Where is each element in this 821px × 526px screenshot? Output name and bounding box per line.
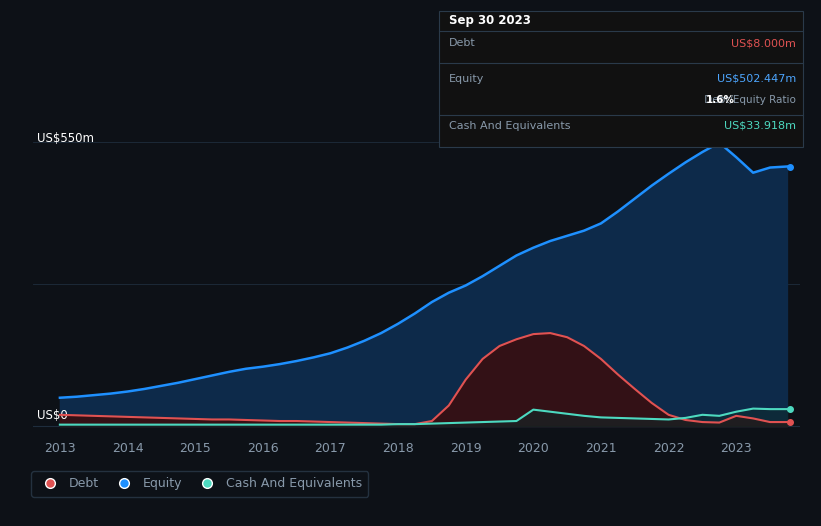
Text: Equity: Equity bbox=[449, 74, 484, 84]
Text: US$550m: US$550m bbox=[37, 132, 94, 145]
Text: 1.6%: 1.6% bbox=[706, 95, 735, 105]
Legend: Debt, Equity, Cash And Equivalents: Debt, Equity, Cash And Equivalents bbox=[31, 471, 369, 497]
Text: US$0: US$0 bbox=[37, 409, 67, 422]
Text: US$33.918m: US$33.918m bbox=[724, 121, 796, 131]
Text: Debt/Equity Ratio: Debt/Equity Ratio bbox=[701, 95, 796, 105]
Text: Debt: Debt bbox=[449, 38, 476, 48]
Text: Cash And Equivalents: Cash And Equivalents bbox=[449, 121, 571, 131]
Text: US$502.447m: US$502.447m bbox=[717, 74, 796, 84]
Text: US$8.000m: US$8.000m bbox=[732, 38, 796, 48]
Text: Sep 30 2023: Sep 30 2023 bbox=[449, 14, 531, 27]
